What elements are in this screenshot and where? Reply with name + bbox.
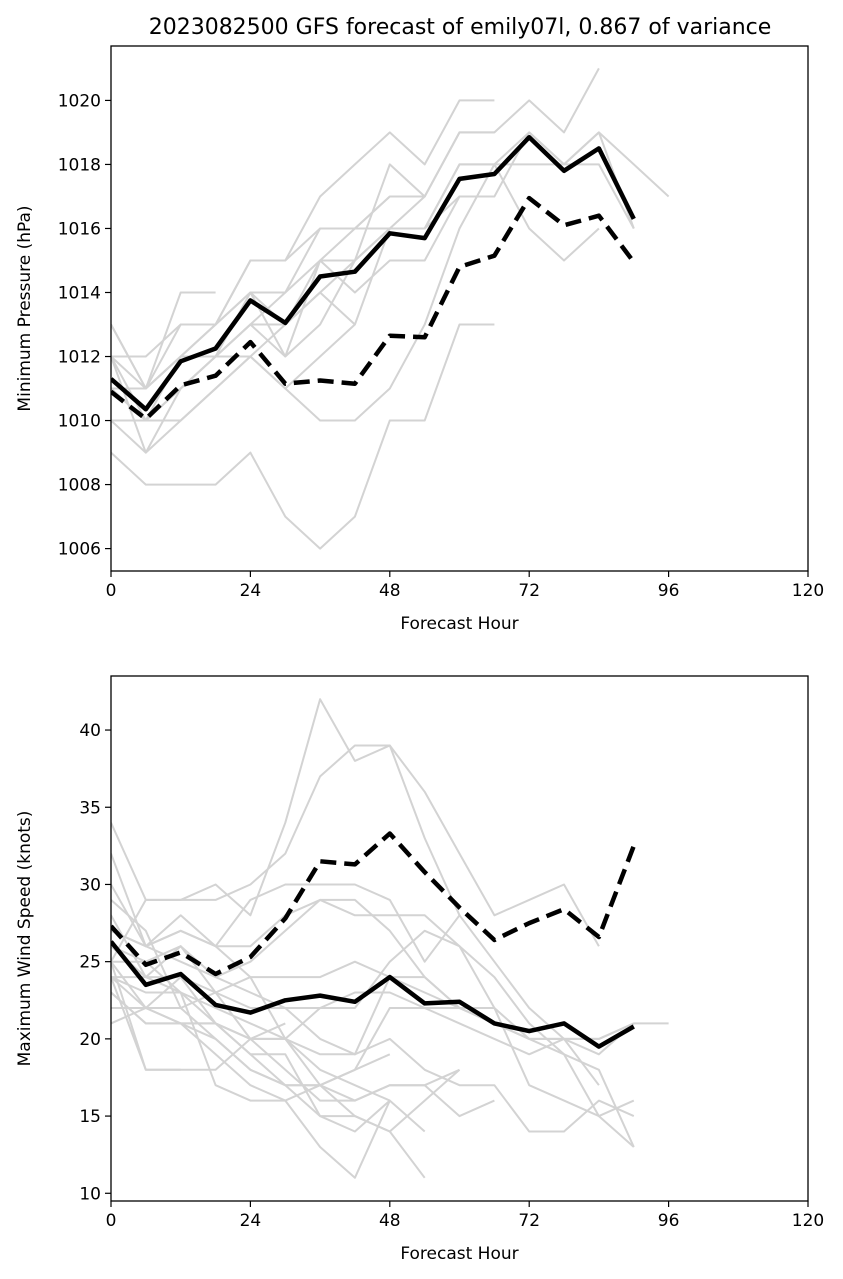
wind-member-line-1 (111, 744, 600, 947)
pressure-xtick-label: 96 (658, 581, 680, 601)
wind-xtick-label: 96 (658, 1211, 680, 1231)
pressure-xtick-label: 24 (240, 581, 262, 601)
pressure-dashed-line (111, 195, 636, 422)
pressure-ytick-label: 1012 (58, 348, 101, 368)
wind-member-line-13 (111, 945, 426, 1133)
pressure-ytick-label: 1018 (58, 155, 101, 175)
wind-member-line-16 (111, 976, 461, 1133)
chart-title: 2023082500 GFS forecast of emily07l, 0.8… (149, 15, 772, 40)
wind-member-line-17 (111, 961, 181, 1071)
wind-ytick-label: 15 (79, 1107, 101, 1127)
wind-ytick-label: 10 (79, 1184, 101, 1204)
wind-member-line-20 (111, 899, 391, 1087)
pressure-member-line-3 (111, 99, 495, 358)
pressure-ytick-label: 1020 (58, 91, 101, 111)
pressure-ytick-label: 1016 (58, 219, 101, 239)
pressure-ytick-label: 1008 (58, 476, 101, 496)
pressure-member-line-1 (111, 323, 495, 550)
wind-member-line-21 (111, 929, 495, 1056)
wind-member-line-18 (111, 1007, 286, 1040)
wind-xtick-label: 120 (792, 1211, 824, 1231)
wind-member-line-2 (111, 698, 461, 963)
pressure-mean-line (111, 134, 636, 412)
pressure-y-axis-label: Minimum Pressure (hPa) (15, 205, 35, 411)
wind-xtick-label: 72 (518, 1211, 540, 1231)
pressure-xtick-label: 72 (518, 581, 540, 601)
pressure-member-line-13 (111, 195, 426, 422)
pressure-axes-frame (110, 45, 809, 572)
pressure-plot-area (111, 67, 670, 550)
wind-member-line-9 (111, 929, 635, 1118)
wind-x-axis-label: Forecast Hour (400, 1244, 518, 1264)
wind-ytick-label: 20 (79, 1030, 101, 1050)
wind-ytick-label: 25 (79, 953, 101, 973)
wind-xtick-label: 0 (106, 1211, 117, 1231)
pressure-ytick-label: 1010 (58, 412, 101, 432)
pressure-panel: 0 24 48 72 96 120 1006 1008 1010 1012 1014 1016 1018… (15, 45, 824, 634)
pressure-xtick-label: 0 (106, 581, 117, 601)
wind-ytick-label: 40 (79, 721, 101, 741)
wind-member-line-19 (111, 853, 391, 1102)
wind-y-axis-label: Maximum Wind Speed (knots) (15, 811, 35, 1067)
pressure-xtick-label: 120 (792, 581, 824, 601)
wind-mean-line (111, 940, 635, 1049)
wind-member-line-3 (111, 883, 600, 1086)
wind-axes-frame (110, 675, 809, 1202)
pressure-xtick-label: 48 (379, 581, 401, 601)
pressure-ytick-label: 1014 (58, 283, 101, 303)
wind-dashed-line (111, 831, 636, 977)
wind-ytick-label: 35 (79, 798, 101, 818)
wind-ytick-label: 30 (79, 875, 101, 895)
pressure-ytick-label: 1006 (58, 540, 101, 560)
wind-xtick-label: 24 (240, 1211, 262, 1231)
wind-panel: 0 24 48 72 96 120 10 15 20 25 30 35 40 Forecast Hour M… (15, 675, 824, 1264)
wind-xtick-label: 48 (379, 1211, 401, 1231)
wind-plot-area (111, 698, 669, 1179)
pressure-x-axis-label: Forecast Hour (400, 614, 518, 634)
